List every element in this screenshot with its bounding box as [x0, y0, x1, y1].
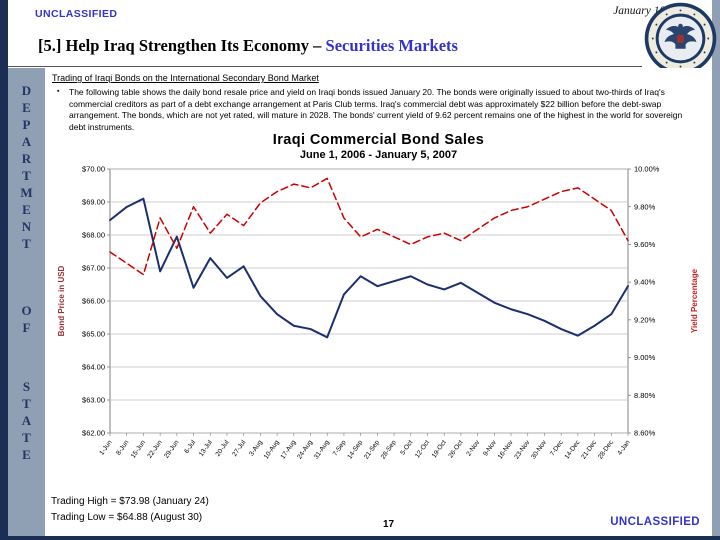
- top-bar: UNCLASSIFIED January 10, 2007: [8, 0, 712, 27]
- svg-text:29-Jun: 29-Jun: [163, 439, 180, 460]
- sidebar-letter: E: [22, 100, 31, 115]
- svg-text:$68.00: $68.00: [82, 231, 105, 240]
- svg-text:31-Aug: 31-Aug: [312, 439, 330, 461]
- svg-text:7-Dec: 7-Dec: [548, 439, 564, 458]
- svg-text:12-Oct: 12-Oct: [414, 439, 431, 459]
- chart-footnotes: Trading High = $73.98 (January 24) Tradi…: [51, 494, 209, 526]
- svg-text:$62.00: $62.00: [82, 429, 105, 438]
- svg-text:2-Nov: 2-Nov: [465, 439, 481, 458]
- svg-text:8-Jun: 8-Jun: [115, 439, 130, 457]
- svg-text:5-Oct: 5-Oct: [399, 439, 414, 456]
- svg-text:$65.00: $65.00: [82, 330, 105, 339]
- sidebar-letter: A: [21, 134, 32, 149]
- svg-text:$70.00: $70.00: [82, 165, 105, 174]
- svg-text:10.00%: 10.00%: [634, 165, 660, 174]
- sidebar-letter: F: [22, 320, 31, 335]
- trading-high-note: Trading High = $73.98 (January 24): [51, 496, 209, 507]
- svg-text:27-Jul: 27-Jul: [231, 439, 247, 458]
- svg-text:16-Nov: 16-Nov: [496, 439, 514, 461]
- svg-text:$67.00: $67.00: [82, 264, 105, 273]
- sidebar-letter: E: [22, 447, 31, 462]
- svg-text:9.00%: 9.00%: [634, 353, 656, 362]
- title-bar: [5.] Help Iraq Strengthen Its Economy – …: [8, 27, 712, 68]
- svg-text:8.80%: 8.80%: [634, 391, 656, 400]
- svg-text:19-Oct: 19-Oct: [430, 439, 447, 459]
- svg-text:17-Aug: 17-Aug: [279, 439, 297, 461]
- svg-text:14-Sep: 14-Sep: [346, 439, 364, 461]
- svg-text:13-Jul: 13-Jul: [197, 439, 213, 458]
- page-number: 17: [383, 519, 395, 530]
- sidebar-letter: O: [21, 303, 32, 318]
- sidebar-letter: R: [21, 151, 32, 166]
- svg-text:4-Jan: 4-Jan: [616, 439, 631, 457]
- svg-text:22-Jun: 22-Jun: [146, 439, 163, 460]
- page-title-highlight: Securities Markets: [325, 36, 458, 55]
- svg-text:14-Dec: 14-Dec: [563, 439, 581, 461]
- page-title-main: [5.] Help Iraq Strengthen Its Economy –: [38, 36, 326, 55]
- classification-banner-bottom: UNCLASSIFIED: [610, 516, 700, 528]
- chart-subtitle: June 1, 2006 - January 5, 2007: [299, 149, 458, 161]
- content-panel: Trading of Iraqi Bonds on the Internatio…: [45, 68, 712, 536]
- sidebar-letter: S: [22, 379, 31, 394]
- svg-text:1-Jun: 1-Jun: [98, 439, 113, 457]
- page-title: [5.] Help Iraq Strengthen Its Economy – …: [38, 36, 458, 56]
- section-heading: Trading of Iraqi Bonds on the Internatio…: [52, 73, 319, 83]
- bullet-item: ▪ The following table shows the daily bo…: [57, 87, 699, 133]
- bullet-text: The following table shows the daily bond…: [69, 87, 683, 132]
- sidebar-letter: T: [22, 168, 31, 183]
- sidebar-letter: T: [22, 396, 31, 411]
- left-edge-strip: [0, 0, 8, 540]
- sidebar-letter: P: [22, 117, 31, 132]
- svg-text:9.40%: 9.40%: [634, 278, 656, 287]
- svg-text:3-Aug: 3-Aug: [248, 439, 264, 458]
- svg-text:9-Nov: 9-Nov: [482, 439, 498, 458]
- svg-text:21-Sep: 21-Sep: [363, 439, 381, 461]
- svg-text:23-Nov: 23-Nov: [513, 439, 531, 461]
- svg-text:$69.00: $69.00: [82, 198, 105, 207]
- svg-text:28-Sep: 28-Sep: [379, 439, 397, 461]
- sidebar-letter: N: [21, 219, 32, 234]
- svg-text:9.80%: 9.80%: [634, 202, 656, 211]
- title-divider: [8, 66, 642, 67]
- svg-text:8.60%: 8.60%: [634, 429, 656, 438]
- svg-text:9.60%: 9.60%: [634, 240, 656, 249]
- trading-low-note: Trading Low = $64.88 (August 30): [51, 512, 203, 523]
- sidebar-letter: D: [21, 83, 32, 98]
- svg-text:$63.00: $63.00: [82, 396, 105, 405]
- svg-text:$64.00: $64.00: [82, 363, 105, 372]
- classification-banner-top: UNCLASSIFIED: [35, 8, 118, 20]
- svg-text:24-Aug: 24-Aug: [296, 439, 314, 461]
- svg-text:Yield Percentage: Yield Percentage: [690, 268, 699, 333]
- bond-sales-chart: Iraqi Commercial Bond Sales June 1, 2006…: [54, 132, 704, 489]
- sidebar-department-of-state: D E P A R T M E N T O F S T A T E: [8, 68, 45, 536]
- svg-text:15-Jun: 15-Jun: [129, 439, 146, 460]
- svg-text:20-Jul: 20-Jul: [214, 439, 230, 458]
- svg-text:7-Sep: 7-Sep: [331, 439, 347, 458]
- sidebar-letter: A: [21, 413, 32, 428]
- bottom-edge-strip: [0, 536, 720, 540]
- sidebar-letter: M: [20, 185, 33, 200]
- svg-text:6-Jul: 6-Jul: [183, 439, 197, 455]
- svg-text:28-Dec: 28-Dec: [596, 439, 614, 461]
- svg-text:26-Oct: 26-Oct: [447, 439, 464, 459]
- svg-text:21-Dec: 21-Dec: [580, 439, 598, 461]
- department-of-state-seal-icon: [644, 2, 717, 75]
- sidebar-letter: T: [22, 236, 31, 251]
- svg-text:Bond Price in USD: Bond Price in USD: [57, 265, 66, 336]
- svg-text:9.20%: 9.20%: [634, 315, 656, 324]
- svg-text:30-Nov: 30-Nov: [530, 439, 548, 461]
- sidebar-letter: E: [22, 202, 31, 217]
- chart-title: Iraqi Commercial Bond Sales: [272, 132, 485, 148]
- chart-plot-area: $70.00 $69.00 $68.00 $67.00 $66.00 $65.00 $64.…: [57, 165, 699, 461]
- sidebar-letter: T: [22, 430, 31, 445]
- svg-text:10-Aug: 10-Aug: [262, 439, 280, 461]
- svg-text:$66.00: $66.00: [82, 297, 105, 306]
- bullet-icon: ▪: [57, 88, 60, 95]
